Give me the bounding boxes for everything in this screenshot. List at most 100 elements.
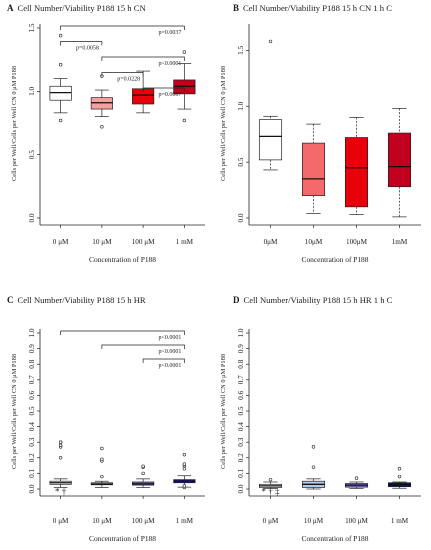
y-tick-label: 0.5 [237,157,245,166]
box-body [258,119,283,161]
y-axis-label: Cells per Well/Cells per Well CN 0 μM P1… [220,66,227,181]
y-tick-label: 0.9 [237,344,245,353]
y-tick-label: 0.8 [28,359,36,368]
outlier-point [182,118,187,123]
panel-title-text: Cell Number/Viability P188 15 h CN 1 h C [243,3,392,13]
outlier-point [268,39,273,44]
y-tick-label: 0.4 [28,422,36,431]
p-value-label: p<0.0001 [158,363,181,369]
outlier-point [141,464,145,469]
p-value-label: p=0.0037 [158,30,181,36]
bracket-line [60,330,185,335]
panel-c: C Cell Number/Viability P188 15 h HR 0.0 0.… [7,295,205,543]
box-body [387,132,412,188]
y-tick-label: 0.5 [28,150,36,159]
p-value-label: p=0.0058 [76,46,99,52]
box-1 [90,446,113,488]
box-body [301,142,326,196]
significance-symbol: * † ‡ [262,487,281,497]
box-2 [344,117,369,215]
y-tick-label: 0.8 [237,359,245,368]
p-value-label: p=0.0007 [158,92,181,98]
x-tick-label: 0 μM [53,238,69,246]
y-axis-label: Cells per Well/Cells per Well CN 0 μM P1… [11,66,18,181]
x-tick-label: 10 μM [92,517,112,525]
bracket-line [101,344,185,349]
y-tick-label: 1.0 [28,86,36,95]
panel-title-text: Cell Number/Viability P188 15 h HR 1 h C [244,295,393,305]
y-tick-label: 0.5 [28,406,36,415]
outlier-point [397,467,402,471]
y-tick-label: 0.9 [28,344,36,353]
y-tick-label: 0.7 [28,375,36,384]
panel-title: A Cell Number/Viability P188 15 h CN [7,3,146,13]
y-tick-label: 0.4 [237,422,245,431]
panel-letter: D [233,295,240,305]
box-1 [90,74,113,129]
bracket-line [101,72,144,77]
significance-bracket: p=0.0228 [101,72,144,83]
panel-a: A Cell Number/Viability P188 15 h CN 0.0 0.… [7,3,205,264]
y-tick-label: 0.5 [237,406,245,415]
p-value-label: p=0.0228 [117,77,140,83]
y-tick-label: 0.0 [28,213,36,222]
bracket-line [60,25,185,30]
outlier-point [100,125,104,129]
panel-letter: B [233,3,239,13]
box-2 [132,70,155,114]
significance-bracket: p<0.0001 [101,344,185,355]
box-3 [173,452,196,490]
panel-title-text: Cell Number/Viability P188 15 h HR [18,295,146,305]
x-tick-label: 100 μM [345,517,368,525]
box-2 [132,464,155,488]
box-3 [387,108,412,218]
outlier-point [58,118,63,123]
outlier-point [182,462,187,466]
x-tick-label: 10 μM [304,517,324,525]
outlier-point [182,50,187,54]
box-3 [387,467,412,489]
p-value-label: p<0.0001 [158,349,181,355]
bracket-line [142,87,185,92]
panel-title: D Cell Number/Viability P188 15 h HR 1 h … [233,295,393,305]
x-tick-label: 1 mM [391,517,409,525]
box-0 [258,477,283,489]
bracket-line [101,56,185,61]
outlier-point [100,457,104,462]
y-tick-label: 0.2 [28,453,36,462]
significance-bracket: p=0.0007 [142,87,185,98]
box-1 [301,445,326,490]
outlier-point [58,443,63,448]
outlier-point [182,452,187,457]
panel-title: C Cell Number/Viability P188 15 h HR [7,295,146,305]
box-0 [258,39,283,171]
box-1 [301,123,326,214]
outlier-point [397,474,402,479]
outlier-point [182,467,187,471]
outlier-point [58,440,63,444]
x-tick-label: 1mM [392,238,408,246]
y-tick-label: 1.0 [28,328,36,337]
y-tick-label: 0.3 [28,437,36,446]
p-value-label: p<0.0001 [158,61,181,67]
y-tick-label: 0.3 [237,437,245,446]
y-tick-label: 0.0 [237,484,245,493]
x-tick-label: 100μM [346,238,368,246]
y-tick-label: 1.0 [237,101,245,110]
y-tick-label: 0.6 [28,391,36,400]
x-tick-label: 0μM [264,238,278,246]
outlier-point [311,445,316,449]
significance-bracket: p<0.0001 [142,358,185,369]
x-tick-label: 100 μM [132,238,155,246]
x-tick-label: 1 mM [176,517,194,525]
panel-letter: A [7,3,14,13]
y-tick-label: 0.0 [237,213,245,222]
outlier-point [100,474,104,479]
panel-title-text: Cell Number/Viability P188 15 h CN [18,3,147,13]
panel-letter: C [7,295,14,305]
outlier-point [311,465,316,469]
panel-b: B Cell Number/Viability P188 15 h CN 1 h … [220,3,421,264]
outlier-point [141,471,145,476]
box-body [344,137,369,208]
